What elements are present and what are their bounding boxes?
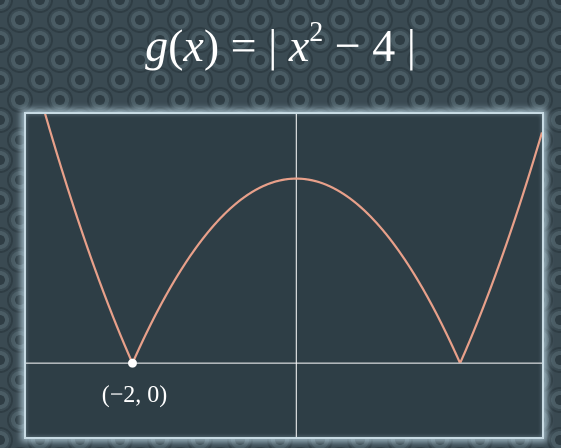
function-curve <box>44 114 542 363</box>
point-label-0: (−2, 0) <box>102 382 168 408</box>
title-equals: = <box>219 20 269 71</box>
title-abs-bar-right: | <box>406 20 416 71</box>
points-layer: (−2, 0) <box>102 358 168 408</box>
title-variable: x <box>183 20 204 71</box>
title-func-name: g <box>145 20 169 71</box>
chart-frame: (−2, 0) <box>24 112 544 439</box>
title-variable-2: x <box>288 20 310 71</box>
point-marker-0 <box>127 358 137 368</box>
chart-plot: (−2, 0) <box>26 114 542 437</box>
title-close-paren: ) <box>203 20 220 71</box>
title-abs-bar-left: | <box>268 20 278 71</box>
title-minus: − <box>323 20 373 71</box>
function-title: g(x) = | x2 − 4 | <box>0 6 561 86</box>
title-exponent: 2 <box>309 17 324 48</box>
title-open-paren: ( <box>168 20 184 71</box>
title-constant: 4 <box>372 20 396 71</box>
